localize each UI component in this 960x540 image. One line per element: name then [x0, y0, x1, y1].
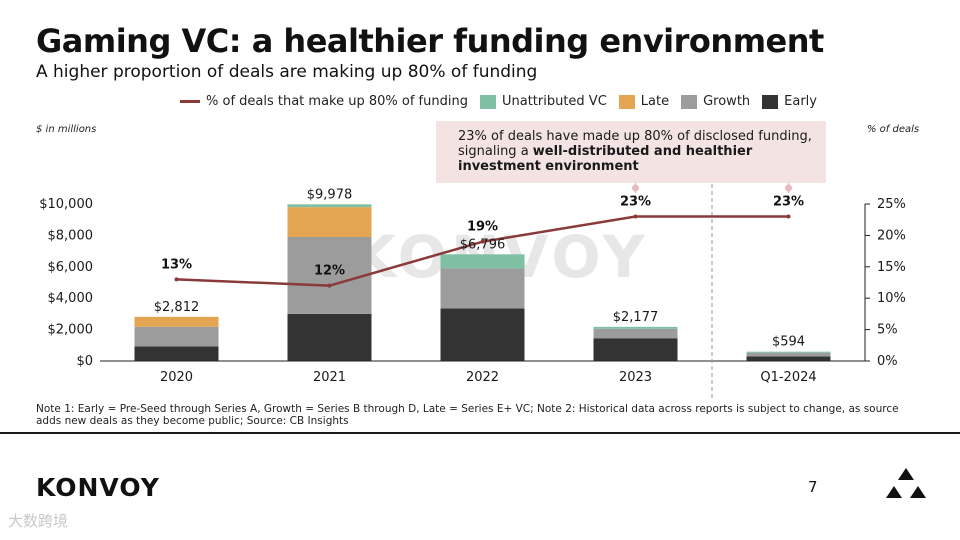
pct-deals-label-2022: 19%: [467, 220, 498, 235]
x-tick-label-2023: 2023: [619, 370, 652, 385]
y-right-tick-label: 0%: [877, 354, 898, 369]
bar-growth-2022: [440, 268, 525, 309]
bar-growth-Q1-2024: [746, 352, 831, 357]
bar-unattributed-vc-2021: [287, 204, 372, 208]
legend-early-label: Early: [784, 94, 817, 109]
pct-deals-label-Q1-2024: 23%: [773, 195, 804, 210]
x-tick-label-2021: 2021: [313, 370, 346, 385]
y-right-tick-label: 25%: [877, 197, 906, 212]
bar-total-label-2021: $9,978: [307, 187, 353, 202]
legend-item-unattributed: Unattributed VC: [479, 94, 607, 109]
legend-unattributed-label: Unattributed VC: [501, 94, 607, 109]
page-subtitle: A higher proportion of deals are making …: [36, 62, 538, 82]
bar-unattributed-vc-Q1-2024: [746, 351, 831, 353]
callout-box: 23% of deals have made up 80% of disclos…: [436, 121, 826, 183]
legend-early-swatch: [762, 94, 779, 109]
y-right-tick-label: 5%: [877, 323, 898, 338]
y-right-tick-label: 10%: [877, 291, 906, 306]
bar-late-2020: [134, 316, 219, 327]
legend-late-label: Late: [640, 94, 670, 109]
callout-text: 23% of deals have made up 80% of disclos…: [458, 129, 812, 159]
bar-total-label-2023: $2,177: [613, 310, 659, 325]
legend-line-swatch: [180, 100, 200, 103]
bottom-watermark: 大数跨境: [8, 512, 69, 530]
legend-item-growth: Growth: [681, 94, 750, 109]
bar-unattributed-vc-2023: [593, 326, 678, 329]
pct-deals-label-2020: 13%: [161, 257, 192, 272]
footer-brand: KONVOY: [36, 473, 160, 502]
left-axis-unit: $ in millions: [36, 124, 97, 135]
konvoy-logo-icon: [886, 468, 926, 498]
legend-late-swatch: [618, 94, 635, 109]
y-left-tick-label: $4,000: [48, 291, 94, 306]
y-left-tick-label: $6,000: [48, 260, 94, 275]
bar-early-2021: [287, 313, 372, 361]
legend-item-line: % of deals that make up 80% of funding: [180, 94, 468, 109]
chart-legend: % of deals that make up 80% of funding U…: [180, 94, 829, 109]
legend-item-early: Early: [762, 94, 817, 109]
bar-growth-2023: [593, 328, 678, 339]
page-number: 7: [808, 478, 818, 496]
footnote: Note 1: Early = Pre-Seed through Series …: [36, 403, 899, 427]
bar-early-2022: [440, 308, 525, 361]
legend-item-late: Late: [618, 94, 670, 109]
bar-unattributed-vc-2022: [440, 254, 525, 269]
callout-bold-text: well-distributed and healthier investmen…: [458, 144, 753, 174]
bar-growth-2020: [134, 326, 219, 347]
x-tick-label-Q1-2024: Q1-2024: [760, 370, 816, 385]
y-right-tick-label: 20%: [877, 228, 906, 243]
x-tick-label-2020: 2020: [160, 370, 193, 385]
y-left-tick-label: $8,000: [48, 228, 94, 243]
callout-connector-dot: [785, 184, 792, 192]
legend-growth-label: Growth: [703, 94, 751, 109]
right-axis-unit: % of deals: [867, 124, 920, 135]
bar-total-label-2022: $6,796: [460, 237, 506, 252]
bar-growth-2021: [287, 236, 372, 314]
y-right-tick-label: 15%: [877, 260, 906, 275]
pct-deals-point-2022: [480, 239, 485, 244]
pct-deals-point-2023: [633, 214, 638, 219]
x-tick-label-2022: 2022: [466, 370, 499, 385]
legend-unattributed-swatch: [479, 94, 496, 109]
legend-growth-swatch: [681, 94, 698, 109]
pct-deals-point-Q1-2024: [786, 214, 791, 219]
funding-chart: KONVOY 2020202120222023Q1-2024$0$2,000$4…: [39, 170, 906, 398]
bar-early-2020: [134, 346, 219, 361]
pct-deals-label-2021: 12%: [314, 264, 345, 279]
page-title: Gaming VC: a healthier funding environme…: [36, 22, 824, 60]
callout-connector-dot: [632, 184, 639, 192]
pct-deals-point-2020: [174, 277, 179, 282]
bar-total-label-Q1-2024: $594: [772, 335, 805, 350]
legend-line-label: % of deals that make up 80% of funding: [206, 94, 468, 109]
bar-late-2021: [287, 207, 372, 237]
bar-early-Q1-2024: [746, 356, 831, 361]
y-left-tick-label: $10,000: [39, 197, 93, 212]
pct-deals-label-2023: 23%: [620, 195, 651, 210]
footer-divider: [0, 432, 960, 434]
y-left-tick-label: $0: [76, 354, 93, 369]
pct-deals-point-2021: [327, 283, 332, 288]
y-left-tick-label: $2,000: [48, 323, 94, 338]
bar-total-label-2020: $2,812: [154, 300, 200, 315]
bar-early-2023: [593, 338, 678, 361]
